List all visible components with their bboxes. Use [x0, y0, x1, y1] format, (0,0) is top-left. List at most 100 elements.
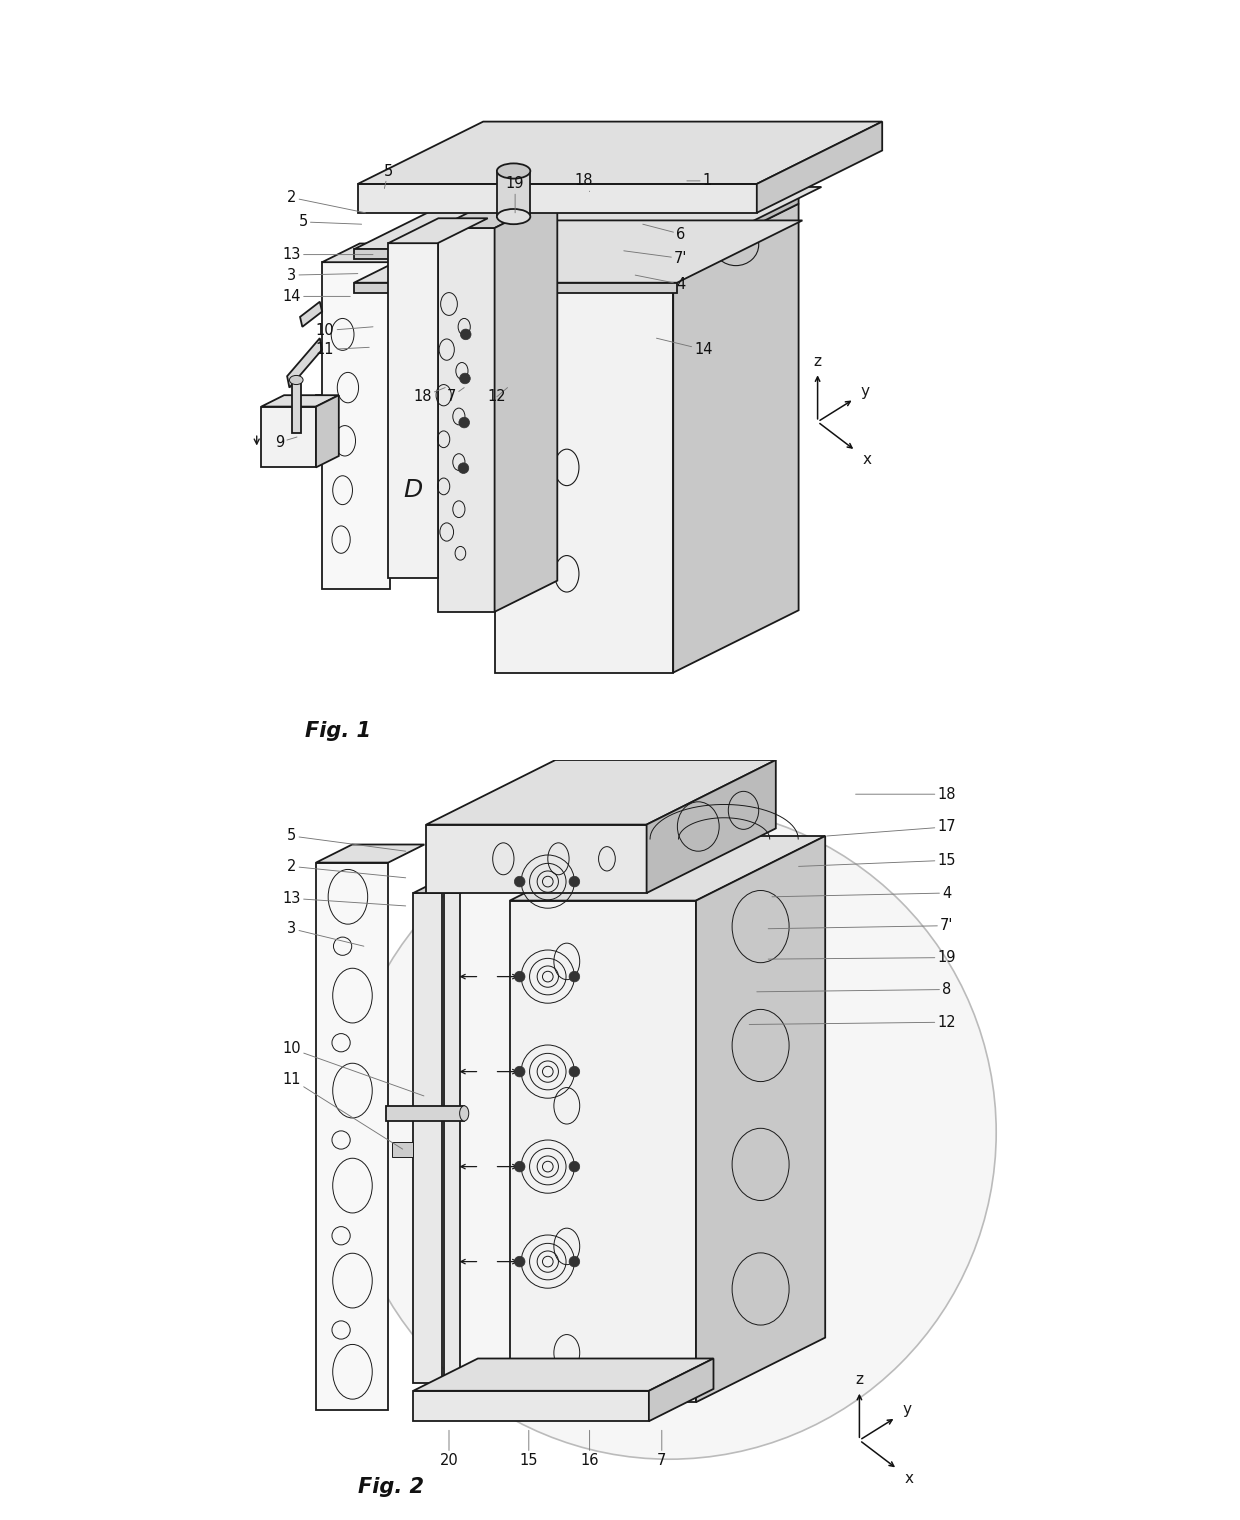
Polygon shape: [495, 198, 557, 611]
Text: 7': 7': [769, 918, 954, 933]
Polygon shape: [649, 1359, 713, 1421]
Polygon shape: [353, 283, 677, 292]
Polygon shape: [510, 836, 825, 900]
Text: Fig. 1: Fig. 1: [305, 720, 371, 742]
Circle shape: [515, 1067, 525, 1076]
Polygon shape: [388, 243, 438, 578]
Circle shape: [459, 418, 470, 429]
Circle shape: [515, 1161, 525, 1172]
Text: 6: 6: [642, 225, 686, 242]
Polygon shape: [495, 204, 799, 266]
Text: 7: 7: [446, 388, 464, 404]
Ellipse shape: [497, 210, 531, 223]
Polygon shape: [353, 187, 821, 249]
Text: 17: 17: [827, 819, 956, 836]
Polygon shape: [353, 249, 696, 258]
Circle shape: [515, 876, 525, 888]
Text: 4: 4: [773, 886, 951, 900]
Polygon shape: [444, 894, 460, 1383]
Circle shape: [569, 1067, 580, 1076]
Polygon shape: [673, 204, 799, 672]
Polygon shape: [316, 863, 388, 1411]
Text: 5: 5: [299, 214, 362, 230]
Circle shape: [458, 462, 469, 473]
Text: D: D: [404, 479, 423, 502]
Circle shape: [515, 1256, 525, 1266]
Text: 19: 19: [769, 950, 956, 965]
Text: 10: 10: [316, 324, 373, 337]
Text: 2: 2: [286, 190, 366, 213]
Text: 10: 10: [283, 1041, 424, 1096]
Polygon shape: [413, 894, 443, 1383]
Text: 9: 9: [275, 435, 298, 450]
Polygon shape: [291, 380, 301, 433]
Polygon shape: [495, 155, 799, 216]
Ellipse shape: [460, 1107, 469, 1122]
Polygon shape: [353, 220, 802, 283]
Text: 13: 13: [283, 248, 373, 261]
Polygon shape: [358, 184, 756, 213]
Text: y: y: [861, 385, 870, 398]
Text: 8: 8: [756, 982, 951, 997]
Text: 11: 11: [316, 342, 370, 357]
Polygon shape: [300, 301, 322, 327]
Text: 1: 1: [687, 173, 712, 188]
Polygon shape: [392, 1142, 413, 1157]
Text: 3: 3: [288, 268, 358, 283]
Text: 18: 18: [413, 388, 445, 404]
Polygon shape: [427, 760, 776, 824]
Polygon shape: [322, 243, 428, 263]
Polygon shape: [696, 836, 825, 1401]
Text: 7': 7': [624, 251, 687, 266]
Text: 18: 18: [856, 787, 956, 801]
Polygon shape: [262, 395, 339, 406]
Polygon shape: [497, 172, 531, 216]
Text: 7: 7: [657, 1430, 666, 1468]
Text: 12: 12: [487, 388, 507, 404]
Circle shape: [515, 971, 525, 982]
Text: z: z: [813, 354, 822, 368]
Text: z: z: [856, 1373, 863, 1386]
Circle shape: [460, 330, 471, 340]
Text: Fig. 2: Fig. 2: [358, 1477, 424, 1497]
Ellipse shape: [497, 164, 531, 178]
Ellipse shape: [289, 375, 303, 385]
Polygon shape: [673, 155, 799, 266]
Polygon shape: [388, 219, 487, 243]
Text: 14: 14: [656, 339, 713, 357]
Circle shape: [569, 1161, 580, 1172]
Circle shape: [569, 971, 580, 982]
Polygon shape: [262, 406, 316, 468]
Text: 5: 5: [286, 828, 405, 851]
Text: 11: 11: [283, 1072, 403, 1149]
Text: x: x: [863, 453, 872, 467]
Polygon shape: [316, 395, 339, 468]
Text: 4: 4: [635, 275, 686, 292]
Text: 13: 13: [283, 891, 405, 906]
Polygon shape: [444, 880, 486, 894]
Text: 20: 20: [440, 1430, 459, 1468]
Text: 18: 18: [574, 173, 593, 192]
Polygon shape: [510, 900, 696, 1401]
Text: 15: 15: [799, 853, 956, 868]
Polygon shape: [413, 1359, 713, 1391]
Text: 12: 12: [749, 1015, 956, 1029]
Text: 14: 14: [283, 289, 350, 304]
Polygon shape: [495, 216, 673, 266]
Polygon shape: [427, 824, 646, 894]
Polygon shape: [322, 263, 391, 590]
Polygon shape: [358, 122, 882, 184]
Circle shape: [569, 876, 580, 888]
Text: 2: 2: [286, 859, 405, 879]
Circle shape: [460, 374, 470, 385]
Text: x: x: [904, 1471, 914, 1485]
Polygon shape: [438, 198, 557, 228]
Text: 3: 3: [288, 921, 363, 945]
Polygon shape: [316, 845, 424, 863]
Polygon shape: [756, 122, 882, 213]
Polygon shape: [438, 228, 495, 611]
Text: y: y: [903, 1403, 911, 1417]
Text: 5: 5: [383, 164, 393, 188]
Polygon shape: [386, 1107, 464, 1122]
Polygon shape: [413, 1391, 649, 1421]
